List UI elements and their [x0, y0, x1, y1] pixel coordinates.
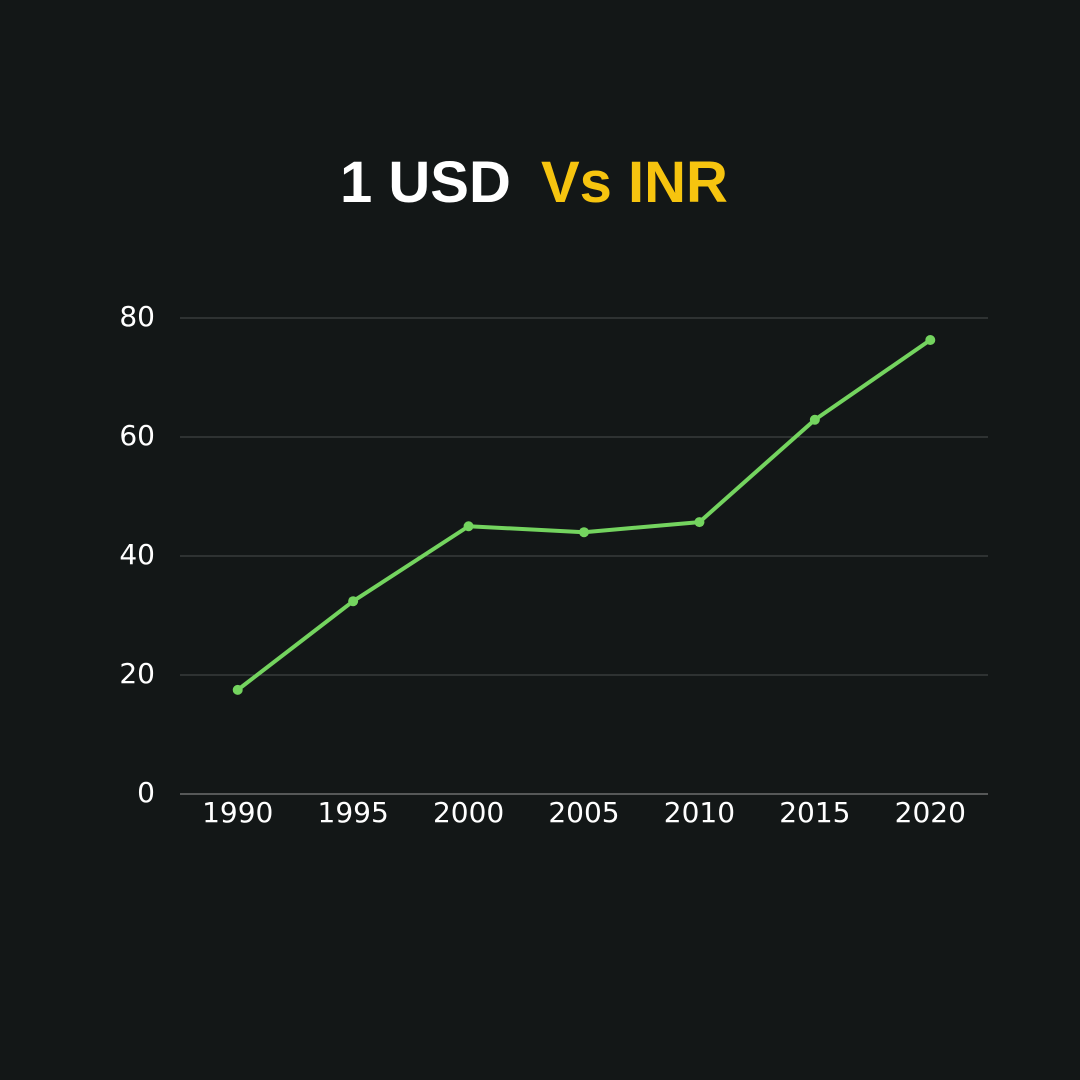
- data-point: [348, 596, 359, 607]
- data-point: [232, 684, 243, 695]
- data-point: [579, 527, 589, 538]
- x-tick-label: 2000: [433, 796, 504, 829]
- x-tick-label: 2020: [895, 796, 966, 829]
- x-tick-label: 2010: [664, 796, 735, 829]
- data-point: [925, 335, 936, 346]
- x-tick-label: 2015: [779, 796, 850, 829]
- data-point: [463, 521, 474, 532]
- title-part: 1 USD: [340, 150, 511, 215]
- x-tick-label: 2005: [548, 796, 619, 829]
- data-point: [809, 414, 820, 425]
- title-part: Vs INR: [541, 150, 728, 215]
- y-tick-label: 60: [119, 419, 155, 452]
- y-tick-label: 80: [119, 300, 155, 333]
- y-tick-label: 40: [119, 538, 155, 571]
- x-tick-label: 1990: [202, 796, 273, 829]
- data-point: [694, 517, 705, 528]
- chart-title: 1 USD Vs INR: [340, 150, 728, 215]
- y-tick-label: 20: [119, 657, 155, 690]
- x-tick-label: 1995: [318, 796, 389, 829]
- y-tick-label: 0: [137, 776, 155, 809]
